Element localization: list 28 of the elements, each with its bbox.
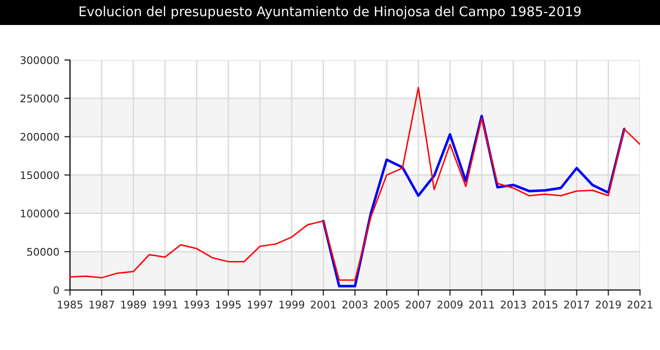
x-tick-label: 2003 [342, 300, 368, 308]
y-tick-label: 250000 [20, 94, 59, 102]
x-tick-label: 1985 [58, 300, 82, 308]
x-tick-label: 2015 [532, 300, 558, 308]
x-tick-label: 2005 [374, 300, 400, 308]
y-tick-label: 200000 [20, 132, 59, 141]
x-tick-label: 1991 [152, 300, 178, 308]
x-tick-label: 1987 [90, 300, 114, 308]
y-tick-label: 300000 [20, 56, 59, 64]
line-series [70, 86, 640, 281]
y-tick-label: 100000 [20, 210, 59, 218]
x-tick-label: 1999 [280, 300, 304, 308]
chart-title: Evolucion del presupuesto Ayuntamiento de Hinojosa del Campo 1985-2019 [80, 6, 581, 19]
x-tick-label: 1997 [248, 300, 272, 308]
y-tick-label: 50000 [27, 248, 59, 256]
y-tick-label: 0 [54, 286, 59, 294]
x-tick-label: 2017 [564, 300, 590, 308]
x-tick-label: 1993 [184, 300, 210, 308]
x-tick-label: 2011 [469, 300, 494, 308]
x-tick-label: 2019 [596, 300, 621, 308]
x-tick-label: 2013 [500, 300, 526, 308]
x-tick-label: 2009 [438, 300, 463, 308]
x-tick-label: 2021 [628, 300, 652, 308]
x-tick-label: 1995 [216, 300, 241, 308]
x-tick-label: 1989 [121, 300, 146, 308]
x-tick-label: 2001 [310, 300, 336, 308]
y-tick-label: 150000 [20, 171, 59, 180]
x-tick-label: 2007 [406, 300, 431, 308]
